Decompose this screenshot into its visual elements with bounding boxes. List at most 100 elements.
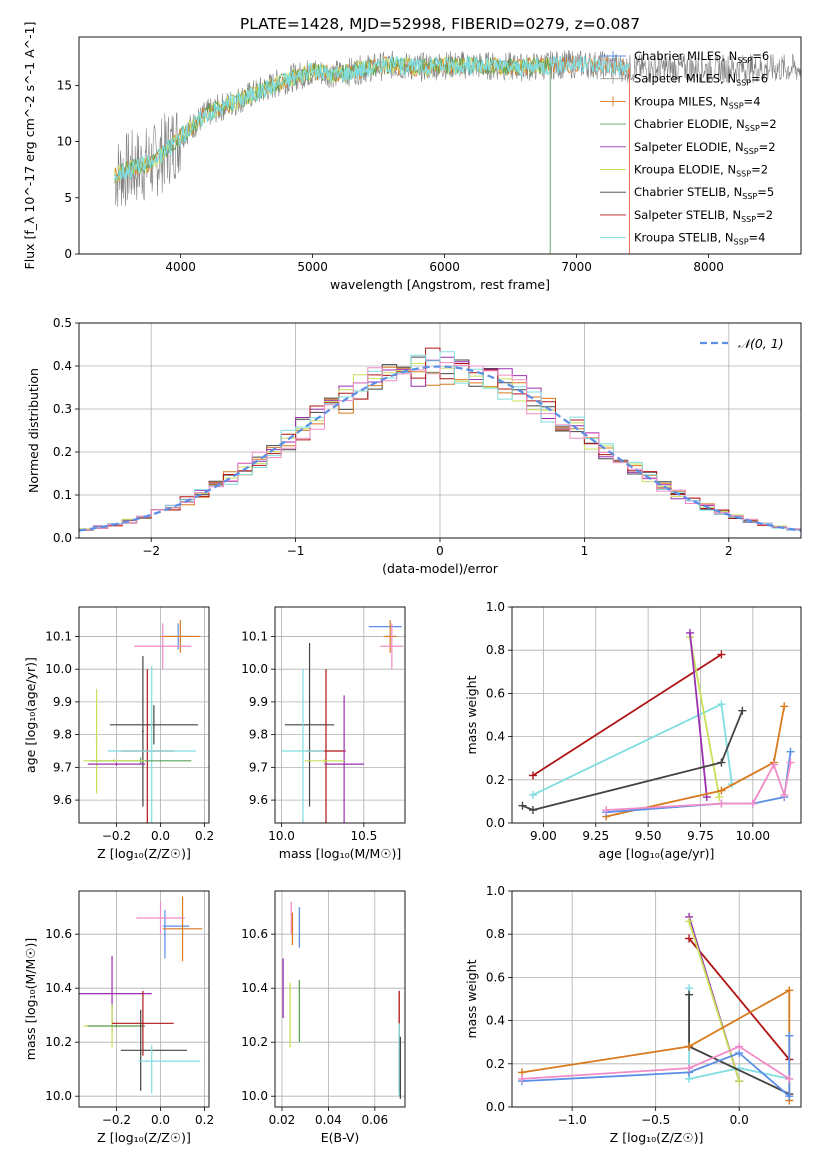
y-tick-label: 10.0	[241, 662, 268, 676]
y-tick-label: 10.1	[45, 629, 72, 643]
weight-series-line	[532, 653, 722, 777]
y-axis-label: mass weight	[464, 675, 479, 754]
y-tick-label: 0.8	[486, 643, 505, 657]
legend-label: 𝒩(0, 1)	[738, 336, 784, 351]
legend-label: Kroupa ELODIE, NSSP=2	[634, 163, 768, 179]
y-axis-label: mass [log₁₀(M/M☉)]	[23, 938, 38, 1060]
x-tick-label: 9.75	[687, 829, 714, 843]
legend-subscript: SSP	[734, 238, 749, 247]
axes-frame	[78, 606, 210, 824]
legend-name: Kroupa STELIB	[634, 231, 718, 245]
normal-curve	[79, 365, 801, 532]
x-tick-label: 1	[581, 544, 589, 558]
plot-area-weight_vs_age	[518, 628, 795, 821]
y-tick-label: 0.8	[486, 927, 505, 941]
legend-nssp: , N	[725, 208, 741, 222]
panel-age_vs_Z: −0.2 0.0 0.2 9.6 9.7 9.8 9.9 10.0 10.1 Z [log₁₀(Z…	[23, 606, 214, 861]
x-tick-label: 5000	[297, 260, 328, 274]
legend-label: Salpeter ELODIE, NSSP=2	[634, 140, 776, 156]
legend-name: Kroupa MILES	[634, 94, 713, 108]
x-tick-label: 7000	[561, 260, 592, 274]
legend-equals: =	[751, 72, 761, 86]
legend-name: Salpeter STELIB	[634, 208, 725, 222]
legend-name: Chabrier STELIB	[634, 185, 726, 199]
y-tick-label: 0.6	[486, 970, 505, 984]
axes-frame	[511, 890, 802, 1108]
y-tick-label: 0.2	[53, 445, 72, 459]
legend-n-value: 5	[767, 185, 774, 199]
plot-area-age_vs_mass	[281, 620, 404, 823]
legend-subscript: SSP	[741, 215, 756, 224]
y-tick-label: 10.0	[241, 1089, 268, 1103]
legend-subscript: SSP	[736, 170, 751, 179]
legend-subscript: SSP	[742, 192, 757, 201]
panel-mass_vs_Z: −0.2 0.0 0.2 10.0 10.2 10.4 10.6 Z [log₁₀(Z/Z☉)…	[23, 890, 214, 1145]
weight-series-line	[521, 1045, 790, 1080]
y-tick-label: 10.1	[241, 629, 268, 643]
plot-area-age_vs_Z	[83, 620, 201, 823]
axes-frame	[274, 890, 406, 1108]
legend-n-value: 4	[753, 94, 760, 108]
y-tick-label: 15	[57, 78, 72, 92]
y-tick-label: 0.0	[486, 816, 505, 830]
legend-equals: =	[757, 185, 767, 199]
x-tick-label: 10.5	[351, 829, 378, 843]
axes-frame	[78, 36, 802, 255]
x-tick-label: 4000	[165, 260, 196, 274]
y-tick-label: 9.7	[249, 760, 268, 774]
y-tick-label: 0.1	[53, 488, 72, 502]
y-tick-label: 0.3	[53, 402, 72, 416]
y-tick-label: 9.9	[249, 695, 268, 709]
y-tick-label: 10.0	[45, 662, 72, 676]
x-tick-label: −2	[142, 544, 160, 558]
x-tick-label: −1	[287, 544, 305, 558]
y-tick-label: 0.5	[53, 316, 72, 330]
x-tick-label: 6000	[429, 260, 460, 274]
plot-area-spectrum	[114, 49, 801, 254]
y-tick-label: 10.2	[45, 1035, 72, 1049]
y-tick-label: 9.6	[53, 793, 72, 807]
y-tick-label: 0.2	[486, 1057, 505, 1071]
y-tick-label: 0.4	[486, 730, 505, 744]
x-tick-label: 0.0	[730, 1113, 749, 1127]
x-tick-label: 9.25	[582, 829, 609, 843]
y-tick-label: 0.6	[486, 686, 505, 700]
plot-area-mass_vs_Z	[79, 896, 203, 1094]
y-tick-label: 9.6	[249, 793, 268, 807]
legend-subscript: SSP	[736, 79, 751, 88]
x-tick-label: 9.50	[635, 829, 662, 843]
y-axis-label: mass weight	[464, 959, 479, 1038]
legend-name: Salpeter ELODIE	[634, 140, 728, 154]
x-tick-label: 0.06	[361, 1113, 388, 1127]
legend-n-value: 6	[762, 49, 769, 63]
axes-frame	[274, 606, 406, 824]
weight-series-line	[688, 937, 790, 1061]
y-tick-label: 0.0	[486, 1100, 505, 1114]
legend-nssp: , N	[713, 94, 729, 108]
x-axis-label: E(B-V)	[321, 1130, 360, 1145]
x-tick-label: −0.2	[102, 1113, 131, 1127]
y-tick-label: 0.2	[486, 773, 505, 787]
y-axis-label: Flux [f_λ 10^-17 erg cm^-2 s^-1 A^-1]	[22, 22, 37, 270]
legend-label: Chabrier STELIB, NSSP=5	[634, 185, 774, 201]
x-tick-label: 0	[436, 544, 444, 558]
x-tick-label: 9.00	[530, 829, 557, 843]
legend-name: Salpeter MILES	[634, 72, 720, 86]
panel-weight_vs_Z: −1.0 −0.5 0.0 0.0 0.2 0.4 0.6 0.8 1.0 Z [log₁₀(Z/…	[464, 884, 802, 1145]
legend-nssp: , N	[721, 49, 737, 63]
y-tick-label: 10.6	[45, 927, 72, 941]
legend-nssp: , N	[726, 185, 742, 199]
legend-label: Chabrier ELODIE, NSSP=2	[634, 117, 777, 133]
legend-name: Chabrier MILES	[634, 49, 721, 63]
y-tick-label: 10	[57, 135, 72, 149]
legend-equals: =	[749, 231, 759, 245]
legend-n-value: 2	[768, 140, 775, 154]
x-axis-label: age [log₁₀(age/yr)]	[599, 846, 715, 861]
plot-area-weight_vs_Z	[518, 912, 794, 1105]
weight-series-line	[689, 632, 708, 798]
legend-label: Salpeter STELIB, NSSP=2	[634, 208, 773, 224]
legend-nssp: , N	[720, 163, 736, 177]
legend-n-value: 2	[769, 117, 776, 131]
y-tick-label: 1.0	[486, 884, 505, 898]
